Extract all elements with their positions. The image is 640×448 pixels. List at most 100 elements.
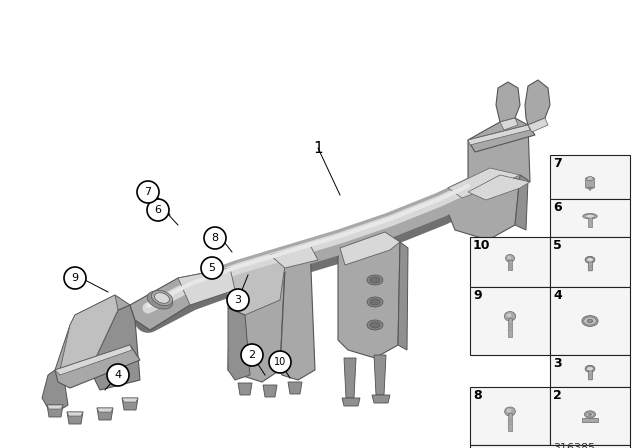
Text: 3: 3 bbox=[234, 295, 241, 305]
Ellipse shape bbox=[367, 320, 383, 330]
Polygon shape bbox=[500, 118, 518, 130]
Text: 2: 2 bbox=[248, 350, 255, 360]
Polygon shape bbox=[588, 260, 592, 270]
Polygon shape bbox=[515, 175, 528, 230]
Polygon shape bbox=[270, 245, 318, 268]
Polygon shape bbox=[448, 168, 520, 198]
Ellipse shape bbox=[588, 319, 593, 323]
FancyBboxPatch shape bbox=[550, 355, 630, 387]
Polygon shape bbox=[90, 305, 140, 390]
Polygon shape bbox=[97, 408, 113, 420]
Ellipse shape bbox=[370, 299, 380, 305]
Ellipse shape bbox=[586, 412, 594, 417]
Ellipse shape bbox=[152, 290, 173, 306]
Text: 4: 4 bbox=[553, 289, 562, 302]
FancyBboxPatch shape bbox=[550, 387, 630, 445]
Polygon shape bbox=[55, 345, 140, 388]
Polygon shape bbox=[468, 125, 535, 152]
FancyBboxPatch shape bbox=[550, 287, 630, 355]
FancyBboxPatch shape bbox=[470, 445, 630, 448]
Polygon shape bbox=[374, 355, 386, 395]
FancyBboxPatch shape bbox=[586, 178, 595, 188]
Polygon shape bbox=[270, 245, 315, 380]
Text: 6: 6 bbox=[154, 205, 161, 215]
Ellipse shape bbox=[583, 214, 597, 219]
Text: 8: 8 bbox=[211, 233, 219, 243]
Ellipse shape bbox=[367, 297, 383, 307]
Ellipse shape bbox=[587, 366, 593, 371]
Polygon shape bbox=[496, 82, 520, 122]
Circle shape bbox=[107, 364, 129, 386]
FancyBboxPatch shape bbox=[470, 237, 550, 287]
Polygon shape bbox=[67, 412, 83, 424]
Polygon shape bbox=[340, 232, 400, 265]
Polygon shape bbox=[122, 398, 138, 410]
Polygon shape bbox=[398, 242, 408, 350]
Polygon shape bbox=[263, 385, 277, 397]
Polygon shape bbox=[338, 232, 400, 358]
Polygon shape bbox=[60, 295, 118, 380]
Polygon shape bbox=[468, 175, 530, 200]
Polygon shape bbox=[67, 412, 83, 416]
Ellipse shape bbox=[586, 215, 595, 218]
Polygon shape bbox=[588, 216, 592, 227]
Circle shape bbox=[64, 267, 86, 289]
Text: 7: 7 bbox=[553, 157, 562, 170]
Polygon shape bbox=[122, 398, 138, 402]
Text: 7: 7 bbox=[145, 187, 152, 197]
Polygon shape bbox=[468, 125, 530, 145]
Ellipse shape bbox=[506, 254, 515, 262]
Polygon shape bbox=[225, 255, 285, 382]
Ellipse shape bbox=[507, 409, 511, 413]
Polygon shape bbox=[588, 187, 593, 190]
Polygon shape bbox=[525, 80, 550, 125]
Circle shape bbox=[227, 289, 249, 311]
Ellipse shape bbox=[587, 258, 593, 262]
FancyBboxPatch shape bbox=[550, 199, 630, 237]
Polygon shape bbox=[508, 318, 513, 337]
Circle shape bbox=[269, 351, 291, 373]
Text: 4: 4 bbox=[115, 370, 122, 380]
FancyBboxPatch shape bbox=[470, 387, 550, 445]
Ellipse shape bbox=[585, 256, 595, 263]
Circle shape bbox=[204, 227, 226, 249]
Text: 9: 9 bbox=[473, 289, 482, 302]
Polygon shape bbox=[508, 414, 512, 431]
Polygon shape bbox=[47, 405, 63, 409]
Ellipse shape bbox=[587, 177, 593, 181]
Polygon shape bbox=[445, 168, 520, 240]
Ellipse shape bbox=[504, 407, 515, 416]
Text: 3: 3 bbox=[553, 357, 562, 370]
Polygon shape bbox=[47, 405, 63, 417]
Text: 5: 5 bbox=[553, 239, 562, 252]
Polygon shape bbox=[588, 369, 592, 379]
Text: 8: 8 bbox=[473, 389, 482, 402]
Polygon shape bbox=[528, 118, 548, 132]
FancyBboxPatch shape bbox=[550, 237, 630, 287]
Polygon shape bbox=[225, 255, 285, 315]
Ellipse shape bbox=[588, 414, 591, 415]
Text: 5: 5 bbox=[209, 263, 216, 273]
Circle shape bbox=[201, 257, 223, 279]
Polygon shape bbox=[97, 408, 113, 412]
Polygon shape bbox=[288, 382, 302, 394]
Polygon shape bbox=[228, 308, 250, 380]
FancyBboxPatch shape bbox=[470, 287, 550, 355]
Ellipse shape bbox=[370, 322, 380, 328]
Text: 2: 2 bbox=[553, 389, 562, 402]
Polygon shape bbox=[344, 358, 356, 398]
Circle shape bbox=[137, 181, 159, 203]
Ellipse shape bbox=[584, 317, 596, 325]
Polygon shape bbox=[55, 295, 130, 385]
Circle shape bbox=[147, 199, 169, 221]
Ellipse shape bbox=[508, 256, 511, 259]
Ellipse shape bbox=[507, 314, 511, 317]
Polygon shape bbox=[342, 398, 360, 406]
Polygon shape bbox=[582, 418, 598, 422]
Polygon shape bbox=[55, 345, 132, 375]
Polygon shape bbox=[178, 268, 235, 305]
FancyBboxPatch shape bbox=[550, 155, 630, 199]
Text: 9: 9 bbox=[72, 273, 79, 283]
Ellipse shape bbox=[585, 366, 595, 372]
Text: 10: 10 bbox=[473, 239, 490, 252]
